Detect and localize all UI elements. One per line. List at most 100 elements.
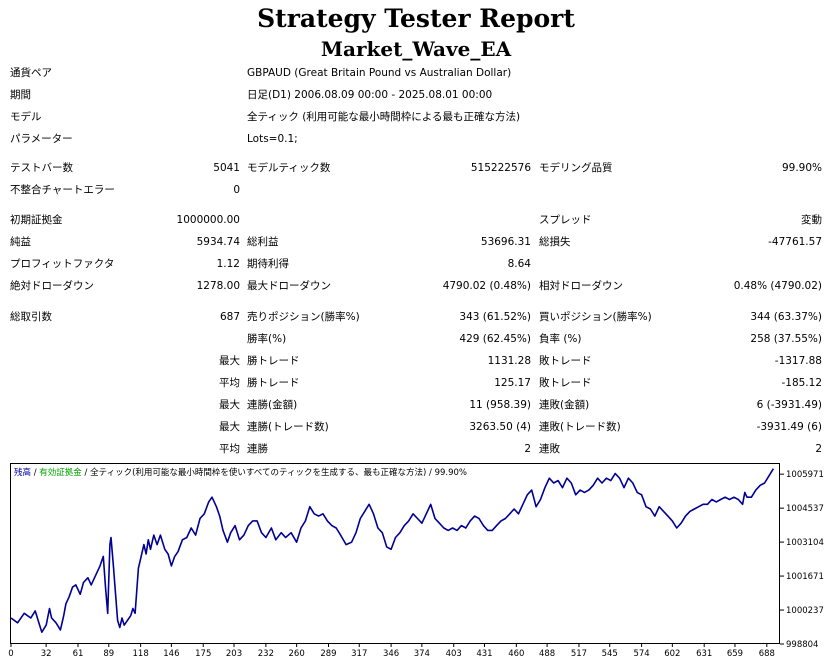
x-tick-label: 203: [226, 649, 242, 658]
gross-profit-label: 総利益: [247, 236, 279, 248]
y-tick-label: 1003104: [786, 538, 824, 548]
worst-trade-label: 敗トレード: [539, 355, 592, 367]
pf-label: プロフィットファクタ: [10, 258, 115, 270]
params-label: パラメーター: [10, 133, 73, 145]
avg-loss-label: 敗トレード: [539, 377, 592, 389]
max-dd-value: 4790.02 (0.48%): [442, 280, 531, 292]
best-trade-label: 勝トレード: [247, 355, 300, 367]
x-tick-label: 517: [571, 649, 587, 658]
x-tick-label: 602: [664, 649, 680, 658]
x-tick-label: 0: [8, 649, 13, 658]
avg-cons-wins-label: 連勝: [247, 443, 268, 455]
x-tick-label: 545: [602, 649, 618, 658]
ea-name: Market_Wave_EA: [320, 37, 512, 61]
avg-cons-losses-value: 2: [815, 443, 822, 455]
mismatch-value: 0: [233, 184, 240, 196]
quality-label: モデリング品質: [539, 162, 613, 174]
x-tick-label: 374: [414, 649, 430, 658]
cons-profit-value: 3263.50 (4): [469, 421, 531, 433]
total-trades-label: 総取引数: [10, 311, 52, 323]
x-tick-label: 431: [476, 649, 492, 658]
short-value: 343 (61.52%): [459, 311, 531, 323]
avg-cons-losses-label: 連敗: [539, 443, 560, 455]
rel-dd-label: 相対ドローダウン: [539, 280, 623, 292]
max-dd-label: 最大ドローダウン: [247, 280, 331, 292]
avg-win-label: 勝トレード: [247, 377, 300, 389]
spread-label: スプレッド: [539, 214, 592, 226]
legend-equity: 有効証拠金: [39, 467, 82, 478]
x-tick-label: 175: [195, 649, 211, 658]
x-tick-label: 403: [446, 649, 462, 658]
ticks-label: モデルティック数: [247, 162, 331, 174]
avg-loss-value: -185.12: [781, 377, 822, 389]
ticks-value: 515222576: [470, 162, 531, 174]
gross-loss-value: -47761.57: [768, 236, 822, 248]
max-label-3: 最大: [219, 421, 240, 433]
balance-chart: 残高 / 有効証拠金 / 全ティック(利用可能な最小時間枠を使いすべてのティック…: [8, 463, 825, 658]
avg-label-1: 平均: [219, 377, 240, 389]
expected-label: 期待利得: [247, 258, 289, 270]
loss-rate-value: 258 (37.55%): [750, 333, 822, 345]
balance-series-line: [10, 468, 775, 633]
abs-dd-value: 1278.00: [196, 280, 240, 292]
net-value: 5934.74: [196, 236, 240, 248]
x-tick-label: 688: [759, 649, 775, 658]
x-tick-label: 488: [539, 649, 555, 658]
cons-loss-label: 連敗(トレード数): [539, 421, 621, 433]
legend-sep-3: /: [426, 468, 434, 478]
avg-cons-wins-value: 2: [524, 443, 531, 455]
x-tick-label: 146: [163, 649, 179, 658]
long-value: 344 (63.37%): [750, 311, 822, 323]
max-label-1: 最大: [219, 355, 240, 367]
abs-dd-label: 絶対ドローダウン: [10, 280, 94, 292]
worst-trade-value: -1317.88: [774, 355, 822, 367]
loss-rate-label: 負率 (%): [539, 333, 582, 345]
symbol-label: 通貨ペア: [10, 67, 52, 79]
cons-losses-amt-value: 6 (-3931.49): [756, 399, 822, 411]
rel-dd-value: 0.48% (4790.02): [733, 280, 822, 292]
x-tick-label: 289: [320, 649, 336, 658]
net-label: 純益: [10, 236, 31, 248]
x-tick-label: 574: [633, 649, 649, 658]
x-tick-label: 232: [258, 649, 274, 658]
x-tick-label: 631: [696, 649, 712, 658]
symbol-value: GBPAUD (Great Britain Pound vs Australia…: [247, 67, 512, 79]
y-tick-label: 1000237: [786, 606, 824, 616]
deposit-value: 1000000.00: [176, 214, 240, 226]
x-tick-label: 118: [133, 649, 149, 658]
cons-losses-amt-label: 連敗(金額): [539, 399, 590, 411]
cons-profit-label: 連勝(トレード数): [247, 421, 329, 433]
mismatch-label: 不整合チャートエラー: [10, 184, 115, 196]
y-tick-label: 1001671: [786, 572, 824, 582]
gross-profit-value: 53696.31: [480, 236, 531, 248]
x-tick-label: 460: [508, 649, 524, 658]
legend-text: 残高 / 有効証拠金 / 全ティック(利用可能な最小時間枠を使いすべてのティック…: [14, 467, 467, 478]
x-tick-label: 32: [41, 649, 52, 658]
period-value: 日足(D1) 2006.08.09 00:00 - 2025.08.01 00:…: [247, 89, 493, 101]
win-rate-label: 勝率(%): [247, 333, 287, 345]
pf-value: 1.12: [216, 258, 240, 270]
gross-loss-label: 総損失: [539, 236, 571, 248]
best-trade-value: 1131.28: [487, 355, 531, 367]
y-tick-label: 1004537: [786, 504, 824, 514]
win-rate-value: 429 (62.45%): [459, 333, 531, 345]
x-tick-label: 61: [73, 649, 84, 658]
bars-value: 5041: [213, 162, 240, 174]
expected-value: 8.64: [507, 258, 531, 270]
deposit-label: 初期証拠金: [10, 214, 63, 226]
x-tick-label: 346: [383, 649, 399, 658]
cons-wins-amt-label: 連勝(金額): [247, 399, 298, 411]
cons-loss-value: -3931.49 (6): [756, 421, 822, 433]
quality-value: 99.90%: [781, 162, 822, 174]
legend-quality: 99.90%: [435, 468, 467, 478]
chart-frame: [10, 463, 780, 644]
y-tick-label: 998804: [786, 640, 818, 650]
x-tick-label: 260: [289, 649, 305, 658]
params-value: Lots=0.1;: [247, 133, 298, 145]
x-tick-label: 317: [351, 649, 367, 658]
bars-label: テストバー数: [10, 162, 73, 174]
cons-wins-amt-value: 11 (958.39): [469, 399, 531, 411]
period-label: 期間: [10, 89, 31, 101]
x-tick-label: 89: [103, 649, 114, 658]
model-value: 全ティック (利用可能な最小時間枠による最も正確な方法): [247, 111, 521, 123]
